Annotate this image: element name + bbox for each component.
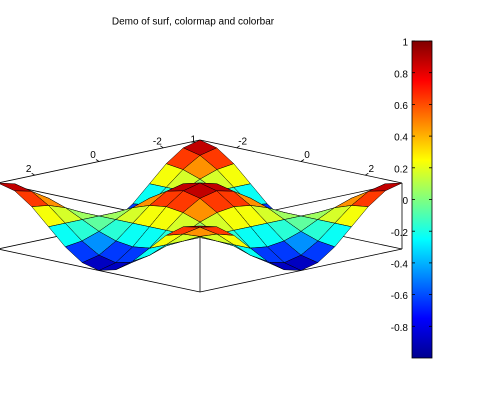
colorbar-tick-label: -0.6 bbox=[391, 291, 409, 302]
x-tick bbox=[236, 145, 240, 149]
surface-facet bbox=[368, 182, 403, 192]
colorbar-tick-label: -0.4 bbox=[391, 260, 409, 271]
colorbar-tick-label: 0.2 bbox=[394, 164, 408, 175]
x-tick-label: 0 bbox=[304, 150, 310, 161]
y-tick-label: 0 bbox=[90, 150, 96, 161]
colorbar-tick-label: 0.6 bbox=[394, 101, 408, 112]
colorbar-tick-label: -0.2 bbox=[391, 228, 409, 239]
surface-facet bbox=[0, 182, 32, 192]
colorbar-tick-label: 0.4 bbox=[394, 133, 408, 144]
y-tick-label: -2 bbox=[153, 136, 162, 147]
x-tick-label: -2 bbox=[238, 136, 247, 147]
y-tick-label: 2 bbox=[26, 164, 32, 175]
y-tick bbox=[95, 159, 100, 162]
colorbar-tick-label: 1 bbox=[402, 38, 408, 49]
surface-facet bbox=[183, 225, 217, 228]
x-tick-label: 2 bbox=[369, 164, 375, 175]
chart-title: Demo of surf, colormap and colorbar bbox=[112, 17, 275, 28]
z-tick-label: 1 bbox=[190, 135, 196, 146]
x-tick bbox=[365, 172, 369, 176]
x-tick bbox=[300, 159, 305, 162]
colorbar-tick-label: 0.8 bbox=[394, 69, 408, 80]
colorbar-tick-label: -0.8 bbox=[391, 323, 409, 334]
y-tick bbox=[31, 172, 35, 176]
y-tick bbox=[160, 145, 164, 149]
colorbar-tick-label: 0 bbox=[402, 196, 408, 207]
